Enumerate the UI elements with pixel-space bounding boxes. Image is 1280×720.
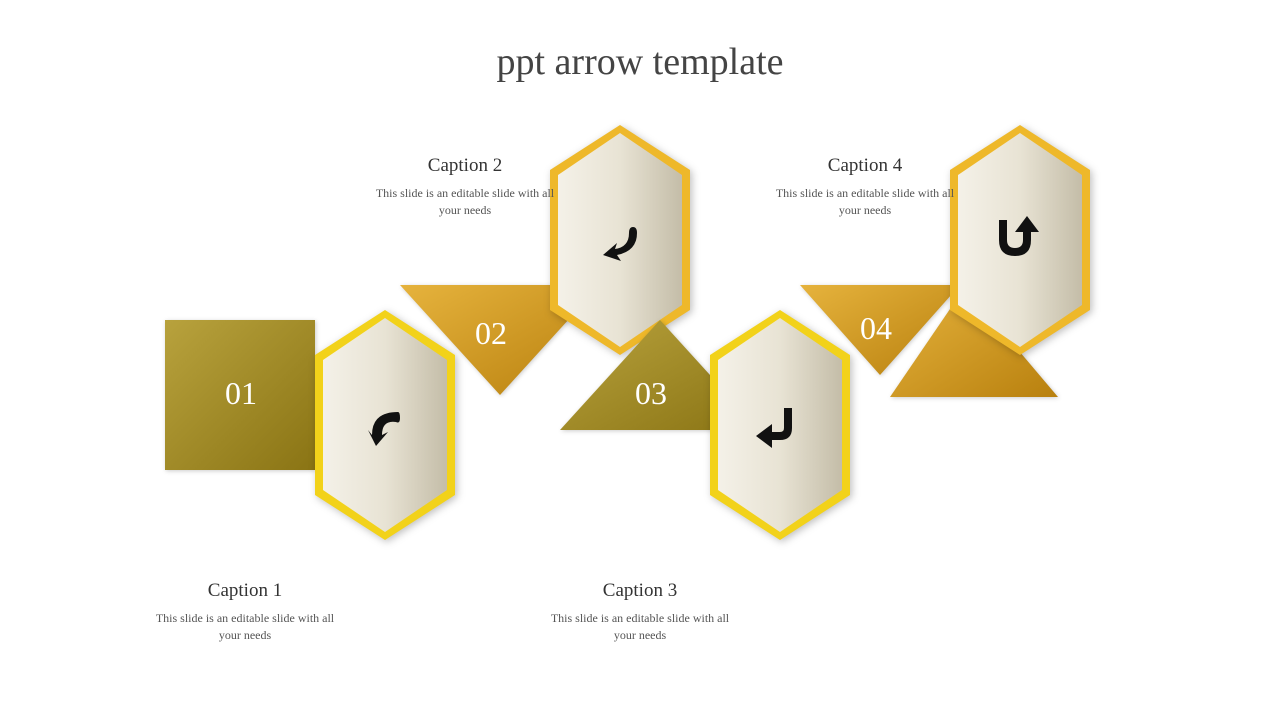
step-1-caption: Caption 1 This slide is an editable slid… bbox=[155, 580, 335, 644]
step-2-caption: Caption 2 This slide is an editable slid… bbox=[375, 155, 555, 219]
caption-title: Caption 4 bbox=[775, 155, 955, 177]
diagram-stage: 01 Caption 1 This slide is an editable s… bbox=[0, 120, 1280, 700]
caption-desc: This slide is an editable slide with all… bbox=[155, 610, 335, 644]
step-3-caption: Caption 3 This slide is an editable slid… bbox=[550, 580, 730, 644]
step-4-caption: Caption 4 This slide is an editable slid… bbox=[775, 155, 955, 219]
step-3-number: 03 bbox=[635, 375, 667, 412]
curve-down-left-icon bbox=[593, 213, 647, 267]
caption-desc: This slide is an editable slide with all… bbox=[550, 610, 730, 644]
curve-up-left-icon bbox=[360, 400, 410, 450]
uturn-down-icon bbox=[995, 212, 1045, 268]
caption-desc: This slide is an editable slide with all… bbox=[775, 185, 955, 219]
caption-title: Caption 1 bbox=[155, 580, 335, 602]
step-2-number: 02 bbox=[475, 315, 507, 352]
page-title: ppt arrow template bbox=[496, 40, 783, 84]
caption-title: Caption 2 bbox=[375, 155, 555, 177]
caption-desc: This slide is an editable slide with all… bbox=[375, 185, 555, 219]
step-4-hex bbox=[950, 125, 1090, 355]
caption-title: Caption 3 bbox=[550, 580, 730, 602]
step-1-number: 01 bbox=[225, 375, 257, 412]
uturn-left-icon bbox=[752, 400, 808, 450]
step-4-number: 04 bbox=[860, 310, 892, 347]
